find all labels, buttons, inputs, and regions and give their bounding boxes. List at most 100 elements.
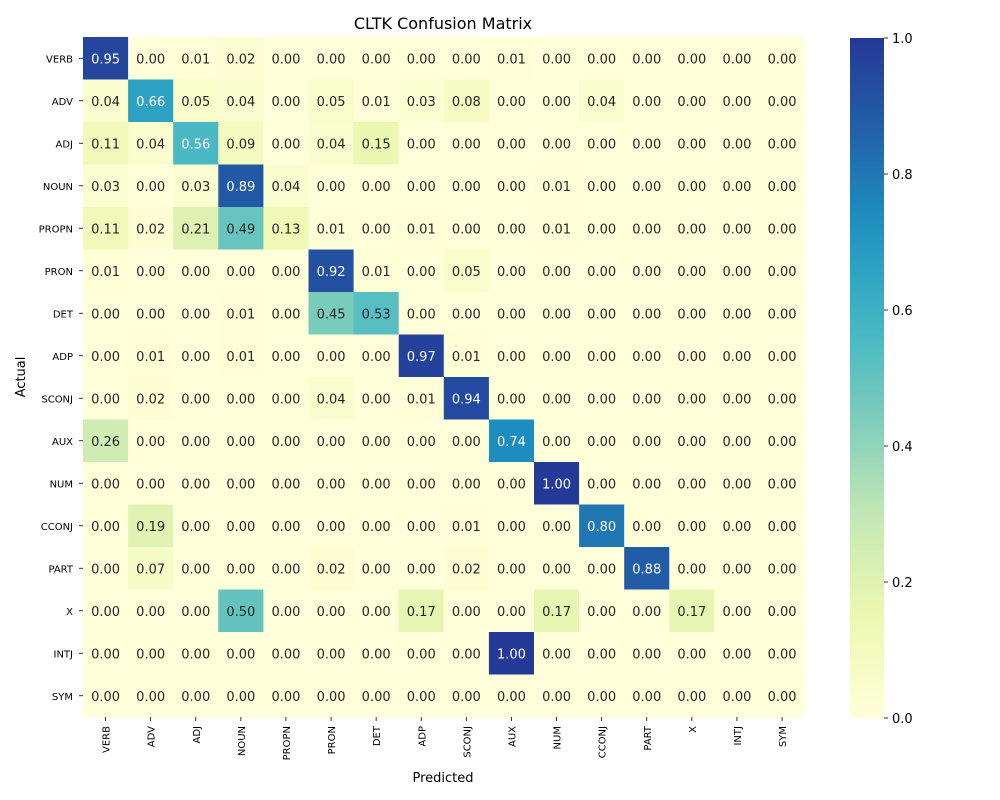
- cell-value-label: 0.00: [362, 477, 391, 492]
- cell-value-label: 0.26: [91, 435, 120, 450]
- cell-value-label: 0.00: [768, 392, 797, 407]
- cell-value-label: 0.00: [587, 562, 616, 577]
- cell-value-label: 0.00: [587, 392, 616, 407]
- heatmap-cell: [714, 674, 760, 718]
- x-tick-label: ADV: [147, 726, 158, 747]
- heatmap-cell: [83, 419, 129, 463]
- heatmap-cell: [759, 249, 805, 293]
- heatmap-cell: [534, 37, 580, 80]
- colorbar-tick-label: 0.2: [892, 576, 913, 591]
- cell-value-label: 0.00: [136, 435, 165, 450]
- heatmap-cell: [83, 249, 129, 293]
- heatmap-cell: [488, 249, 535, 293]
- heatmap-cell: [669, 207, 715, 250]
- heatmap-cell: [579, 377, 625, 420]
- heatmap-cell: [443, 37, 490, 80]
- cell-value-label: 0.00: [181, 265, 210, 280]
- heatmap-cell: [759, 164, 805, 208]
- cell-value-label: 0.00: [542, 137, 571, 152]
- cell-value-label: 0.03: [181, 180, 210, 195]
- cell-value-label: 0.00: [677, 647, 706, 662]
- cell-value-label: 0.00: [362, 180, 391, 195]
- heatmap-cell: [488, 377, 535, 420]
- cell-value-label: 0.00: [677, 392, 706, 407]
- cell-value-label: 0.00: [722, 52, 751, 67]
- cell-value-label: 0.00: [722, 222, 751, 237]
- cell-value-label: 0.00: [632, 307, 661, 322]
- cell-value-label: 0.01: [226, 350, 255, 365]
- cell-value-label: 0.21: [181, 222, 210, 237]
- heatmap-cell: [263, 334, 309, 378]
- heatmap-cell: [218, 249, 264, 293]
- cell-value-label: 0.01: [181, 52, 210, 67]
- cell-value-label: 0.00: [136, 180, 165, 195]
- cell-value-label: 0.15: [362, 137, 391, 152]
- cell-value-label: 0.00: [362, 647, 391, 662]
- heatmap-cell: [669, 122, 715, 165]
- cell-value-label: 0.00: [497, 95, 526, 110]
- heatmap-cell: [579, 292, 625, 335]
- cell-value-label: 0.00: [677, 477, 706, 492]
- cell-value-label: 0.00: [768, 180, 797, 195]
- heatmap-cell: [488, 122, 535, 165]
- cell-value-label: 0.00: [226, 477, 255, 492]
- heatmap-cell: [263, 292, 309, 335]
- cell-value-label: 0.00: [226, 562, 255, 577]
- cell-value-label: 0.00: [407, 477, 436, 492]
- heatmap-cell: [579, 674, 625, 718]
- heatmap-cell: [353, 37, 400, 80]
- cell-value-label: 0.00: [226, 520, 255, 535]
- y-tick-label: PRON: [45, 267, 73, 278]
- heatmap-cell: [624, 462, 670, 505]
- cell-value-label: 0.07: [136, 562, 165, 577]
- cell-value-label: 0.00: [587, 180, 616, 195]
- heatmap-cell: [669, 462, 715, 505]
- heatmap-cell: [173, 377, 219, 420]
- cell-value-label: 0.00: [768, 605, 797, 620]
- heatmap-cell: [173, 292, 219, 335]
- heatmap-cell: [759, 79, 805, 123]
- heatmap-cell: [83, 164, 129, 208]
- heatmap-cell: [669, 674, 715, 718]
- heatmap-cell: [624, 207, 670, 250]
- cell-value-label: 0.00: [452, 435, 481, 450]
- heatmap-cell: [398, 674, 445, 718]
- heatmap-cell: [218, 377, 264, 420]
- cell-value-label: 0.13: [271, 222, 300, 237]
- cell-value-label: 0.00: [317, 690, 346, 705]
- cell-value-label: 0.00: [768, 435, 797, 450]
- cell-value-label: 0.00: [181, 562, 210, 577]
- x-tick-label: VERB: [102, 726, 113, 753]
- cell-value-label: 0.00: [181, 477, 210, 492]
- cell-value-label: 0.00: [722, 562, 751, 577]
- cell-value-label: 0.00: [722, 180, 751, 195]
- cell-value-label: 0.00: [271, 477, 300, 492]
- heatmap-cell: [173, 122, 219, 165]
- y-tick-label: PROPN: [39, 224, 73, 235]
- heatmap-cell: [534, 377, 580, 420]
- heatmap-cell: [218, 79, 264, 123]
- cell-value-label: 0.02: [136, 392, 165, 407]
- cell-value-label: 0.02: [317, 562, 346, 577]
- heatmap-cell: [308, 207, 354, 250]
- x-tick-label: X: [688, 726, 699, 733]
- heatmap-cell: [669, 632, 715, 675]
- cell-value-label: 0.00: [497, 562, 526, 577]
- cell-value-label: 0.00: [722, 307, 751, 322]
- y-tick-label: SCONJ: [41, 394, 73, 405]
- cell-value-label: 0.01: [452, 350, 481, 365]
- heatmap-cell: [308, 674, 354, 718]
- heatmap-cell: [714, 249, 760, 293]
- cell-value-label: 0.17: [677, 605, 706, 620]
- heatmap-cell: [263, 164, 309, 208]
- cell-value-label: 0.00: [362, 520, 391, 535]
- cell-value-label: 0.00: [542, 562, 571, 577]
- heatmap-cell: [173, 462, 219, 505]
- cell-value-label: 0.00: [452, 52, 481, 67]
- cell-value-label: 0.09: [226, 137, 255, 152]
- heatmap-cell: [488, 632, 535, 675]
- cell-value-label: 0.04: [271, 180, 300, 195]
- heatmap-cell: [579, 122, 625, 165]
- cell-value-label: 0.00: [542, 690, 571, 705]
- heatmap-cell: [353, 377, 400, 420]
